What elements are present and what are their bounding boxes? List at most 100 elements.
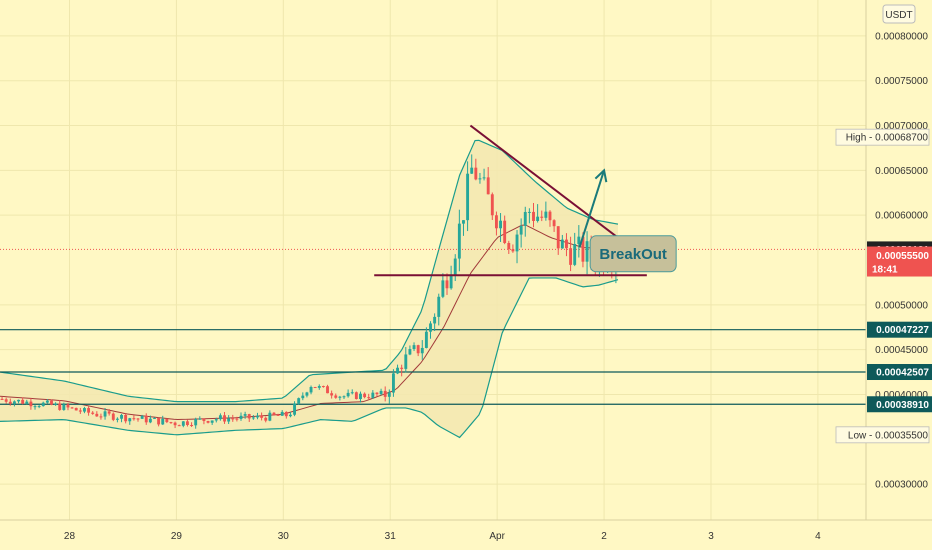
candle [321, 385, 325, 388]
candle-body [515, 234, 519, 252]
candle-body [494, 215, 498, 229]
candle [519, 218, 523, 248]
candle [107, 409, 111, 416]
candle [552, 219, 556, 232]
candle-body [573, 244, 577, 265]
candle [494, 211, 498, 236]
price-tag-label: 0.00038910 [876, 400, 929, 411]
candle [482, 168, 486, 181]
candle-body [478, 178, 482, 180]
candle-body [305, 392, 309, 396]
candle [190, 422, 194, 427]
candle [573, 232, 577, 267]
candle [499, 213, 502, 242]
candle [490, 192, 494, 221]
candle-body [391, 373, 395, 393]
candle-body [87, 408, 91, 413]
candle-body [21, 399, 25, 404]
candle-body [132, 418, 136, 420]
candle-body [371, 392, 375, 398]
candle-body [466, 173, 470, 221]
candle [363, 392, 367, 399]
candle-body [511, 249, 515, 252]
bollinger-basis-line [0, 224, 618, 421]
candle [424, 327, 428, 349]
candle-body [140, 415, 144, 419]
candle [78, 407, 82, 414]
currency-box [882, 4, 916, 24]
currency-selector[interactable]: USDT [882, 4, 916, 24]
candle [449, 265, 453, 290]
x-tick-label: 3 [708, 531, 714, 542]
candle-body [416, 345, 420, 354]
candle [466, 161, 470, 232]
candle-body [45, 400, 49, 403]
candle-body [99, 416, 103, 418]
candle [181, 421, 185, 428]
candle-body [293, 403, 297, 415]
candle [148, 415, 152, 424]
candle-body [412, 345, 416, 350]
candle [470, 154, 474, 174]
breakout-callout: BreakOut [589, 235, 677, 273]
candle [288, 412, 292, 418]
y-tick-label: 0.00045000 [875, 345, 928, 356]
candle [58, 400, 62, 411]
candle-body [41, 402, 45, 407]
candle [37, 404, 41, 409]
candle [346, 389, 350, 398]
candle [503, 215, 507, 245]
candle-body [70, 407, 74, 409]
candle-body [115, 418, 119, 420]
candle [293, 401, 297, 417]
candle [515, 230, 519, 264]
price-tag-box [867, 396, 932, 413]
candle-body [251, 417, 255, 419]
candle-body [556, 226, 560, 249]
candle [350, 389, 354, 395]
candle [161, 415, 165, 425]
candle [66, 402, 70, 411]
candle [177, 424, 181, 427]
candle-body [276, 414, 280, 416]
candle-body [544, 211, 548, 218]
candle [198, 416, 202, 420]
price-tag-label: High - 0.00068700 [846, 133, 929, 144]
candle [560, 234, 564, 249]
candle-body [218, 415, 222, 420]
candle [437, 293, 441, 326]
candle [309, 385, 313, 395]
candle-body [527, 211, 531, 213]
candle [367, 393, 371, 401]
candle [313, 386, 317, 389]
candle [429, 321, 432, 339]
candle [8, 398, 12, 406]
candle [50, 399, 53, 406]
candle-body [268, 412, 272, 421]
candle-body [420, 347, 424, 354]
candle-body [552, 220, 556, 227]
candle [400, 364, 404, 377]
candle [264, 416, 268, 423]
candle [103, 407, 107, 420]
candle [41, 401, 45, 407]
candle [379, 388, 383, 396]
candle [45, 398, 49, 404]
candle [132, 415, 136, 421]
candle-body [214, 419, 218, 421]
candle-body [301, 395, 305, 399]
candle-body [223, 415, 226, 422]
candle [136, 418, 140, 422]
candle-body [58, 403, 62, 410]
candle [276, 413, 280, 416]
candle [218, 413, 222, 421]
x-tick-label: 29 [171, 531, 183, 542]
candle-body [330, 393, 334, 396]
candle-body [560, 239, 564, 249]
candle [486, 167, 490, 195]
candle [297, 397, 301, 405]
price-tag-label: 0.00047227 [876, 325, 929, 336]
candle [235, 416, 239, 422]
candle-body [50, 400, 53, 405]
